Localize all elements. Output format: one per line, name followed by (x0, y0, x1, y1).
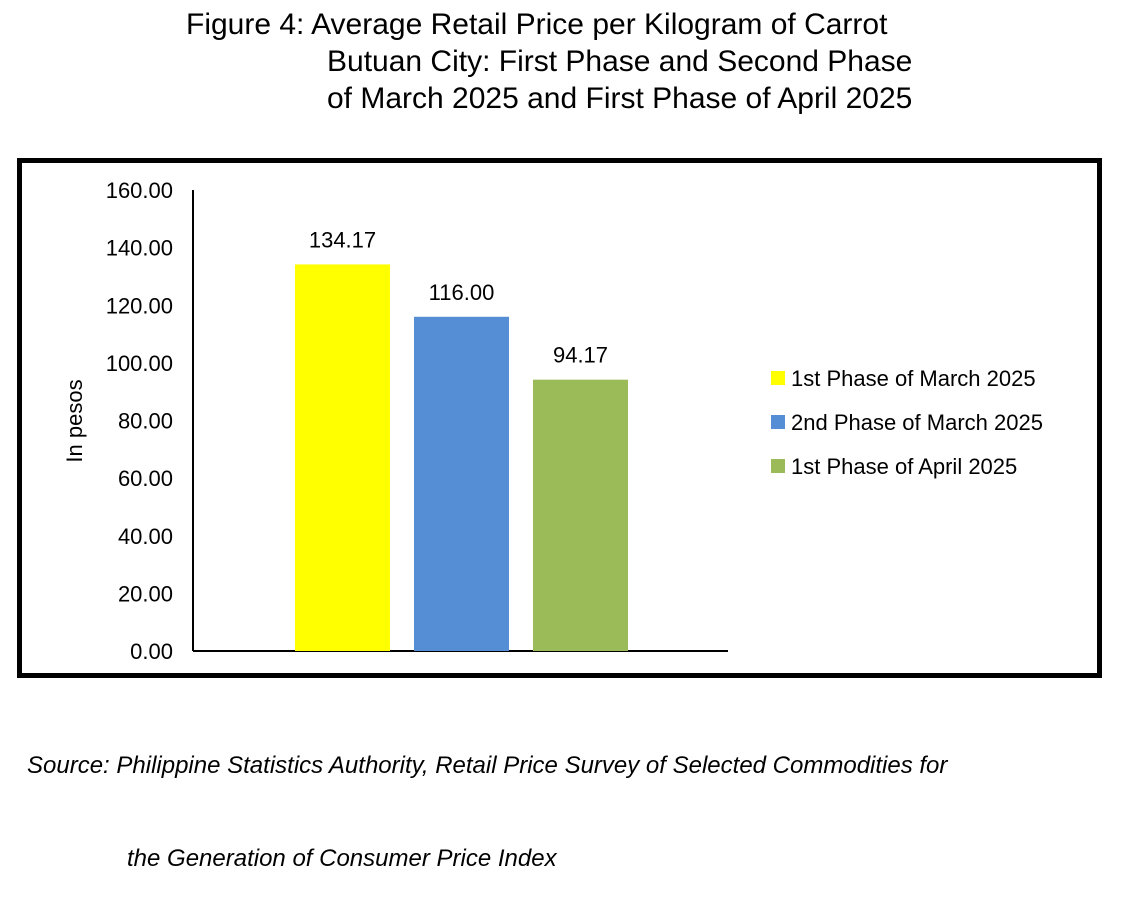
source-note-line-2: the Generation of Consumer Price Index (127, 845, 557, 872)
legend-label-3: 1st Phase of April 2025 (791, 454, 1017, 479)
chart-title-line-2: Butuan City: First Phase and Second Phas… (327, 45, 913, 78)
y-tick-label: 140.00 (106, 236, 173, 261)
chart-title-line-3: of March 2025 and First Phase of April 2… (327, 82, 913, 115)
legend-swatch-3 (771, 459, 785, 473)
y-tick-label: 40.00 (118, 524, 173, 549)
y-tick-label: 100.00 (106, 351, 173, 376)
data-label-3: 94.17 (553, 343, 608, 368)
legend-label-2: 2nd Phase of March 2025 (791, 410, 1043, 435)
data-label-2: 116.00 (429, 280, 495, 305)
chart-title: Figure 4: Average Retail Price per Kilog… (186, 6, 1016, 117)
legend-swatch-2 (771, 415, 785, 429)
bar-chart: 0.00 20.00 40.00 60.00 80.00 100.00 120.00 140.… (62, 178, 1043, 664)
y-tick-label: 120.00 (106, 293, 173, 318)
bar-3 (533, 379, 628, 651)
bar-2 (414, 316, 509, 651)
legend-swatch-1 (771, 371, 785, 385)
y-tick-label: 160.00 (106, 178, 173, 203)
chart-title-line-1: Figure 4: Average Retail Price per Kilog… (186, 8, 888, 41)
y-tick-label: 20.00 (118, 581, 173, 606)
y-axis-title: In pesos (62, 379, 87, 462)
chart-frame (17, 158, 1102, 678)
source-note-line-1: Source: Philippine Statistics Authority,… (27, 752, 948, 779)
y-tick-label: 80.00 (118, 409, 173, 434)
source-note: Source: Philippine Statistics Authority,… (27, 688, 947, 905)
y-tick-label: 60.00 (118, 466, 173, 491)
legend-label-1: 1st Phase of March 2025 (791, 366, 1036, 391)
data-label-1: 134.17 (309, 227, 376, 252)
y-tick-label: 0.00 (130, 639, 173, 664)
bar-1 (295, 264, 390, 651)
